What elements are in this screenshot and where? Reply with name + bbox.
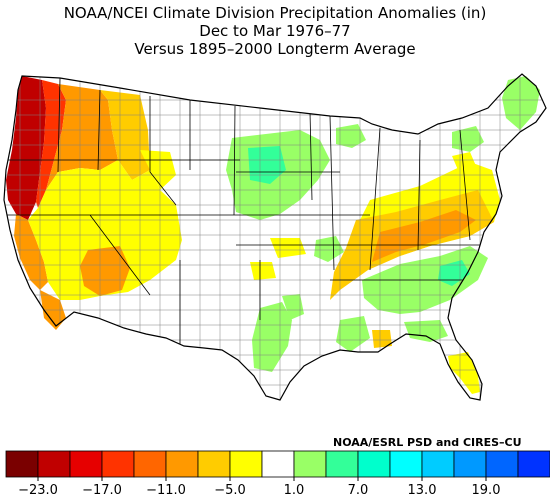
legend-tick-label: −23.0 [18, 483, 58, 498]
map-title-line-2: Dec to Mar 1976–77 [199, 22, 351, 40]
credit-label: NOAA/ESRL PSD and CIRES–CU [333, 436, 522, 449]
region-pacific-coast-darkred [6, 76, 46, 220]
legend-swatch [5, 450, 39, 478]
region-florida-yellow [448, 352, 480, 394]
region-oregon-orange [74, 118, 112, 162]
region-dakota-teal [248, 146, 286, 184]
region-carolina-teal [438, 260, 470, 286]
legend-tick-label: 19.0 [472, 483, 501, 498]
map-title-line-3: Versus 1895–2000 Longterm Average [134, 40, 416, 58]
precipitation-anomaly-map [3, 73, 547, 401]
region-midwest-yellow [270, 238, 306, 258]
region-michigan-green [336, 124, 366, 148]
legend-tick-label: 7.0 [348, 483, 369, 498]
legend-swatch [133, 450, 167, 478]
legend-tick-label: 1.0 [284, 483, 305, 498]
region-texas-yellow [250, 262, 276, 280]
legend-swatch [357, 450, 391, 478]
legend-tick-label: −11.0 [146, 483, 186, 498]
map-title-line-1: NOAA/NCEI Climate Division Precipitation… [63, 4, 487, 22]
legend-swatch [165, 450, 199, 478]
legend-swatch [293, 450, 327, 478]
region-appalachian-deep-orange [372, 210, 476, 262]
legend-swatch [69, 450, 103, 478]
legend-swatch [101, 450, 135, 478]
legend-swatches [5, 450, 550, 478]
legend-tick-labels: −23.0 −17.0 −11.0 −5.0 1.0 7.0 13.0 19.0 [18, 477, 500, 498]
region-ozark-green [314, 236, 344, 262]
region-texas-east-green [282, 294, 304, 320]
legend-swatch [229, 450, 263, 478]
color-legend: −23.0 −17.0 −11.0 −5.0 1.0 7.0 13.0 19.0 [5, 450, 550, 498]
region-gulf-green [336, 316, 370, 352]
region-coast-red [36, 80, 66, 208]
legend-swatch [261, 450, 295, 478]
region-maine-green [502, 76, 540, 130]
region-florida-green [404, 320, 448, 342]
legend-swatch [517, 450, 550, 478]
region-texas-green [252, 302, 292, 372]
legend-swatch [197, 450, 231, 478]
region-california-orange [14, 214, 48, 290]
region-lakes-yellow [452, 152, 476, 170]
region-idaho-orange [100, 90, 150, 180]
state-borders [4, 77, 500, 345]
legend-swatch [421, 450, 455, 478]
legend-swatch [453, 450, 487, 478]
region-louisiana-yellow [372, 330, 392, 348]
us-outline [3, 73, 547, 401]
legend-swatch [37, 450, 71, 478]
legend-swatch [325, 450, 359, 478]
legend-swatch [485, 450, 519, 478]
region-nevada-orange [80, 246, 130, 296]
legend-tick-label: −17.0 [82, 483, 122, 498]
legend-swatch [389, 450, 423, 478]
legend-tick-label: −5.0 [214, 483, 246, 498]
legend-tick-label: 13.0 [408, 483, 437, 498]
